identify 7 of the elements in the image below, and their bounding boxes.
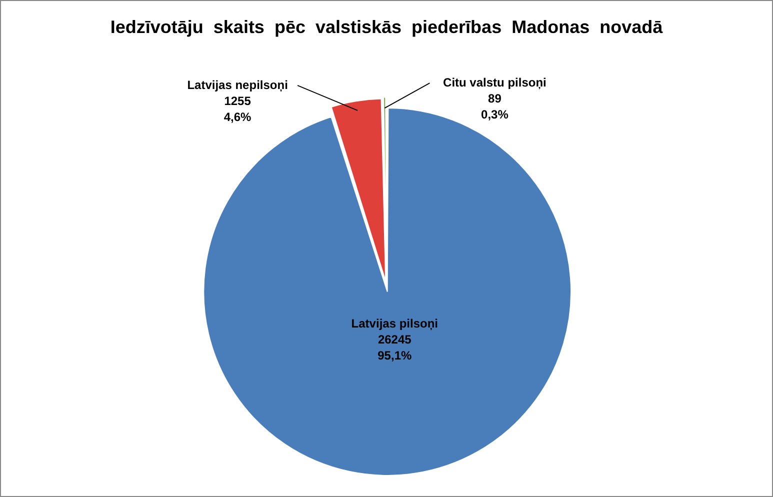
data-label: 89 0,3% <box>481 91 509 122</box>
data-label: 26245 95,1% <box>378 332 412 362</box>
slice-label: Latvijas pilsoņi <box>351 316 438 330</box>
data-label: 1255 4,6% <box>224 94 252 124</box>
slice-label: Citu valstu pilsoņi <box>443 75 546 90</box>
slice-label: Latvijas nepilsoņi <box>187 78 288 92</box>
chart-title: Iedzīvotāju skaits pēc valstiskās piederības Madonas novadā <box>110 16 664 37</box>
